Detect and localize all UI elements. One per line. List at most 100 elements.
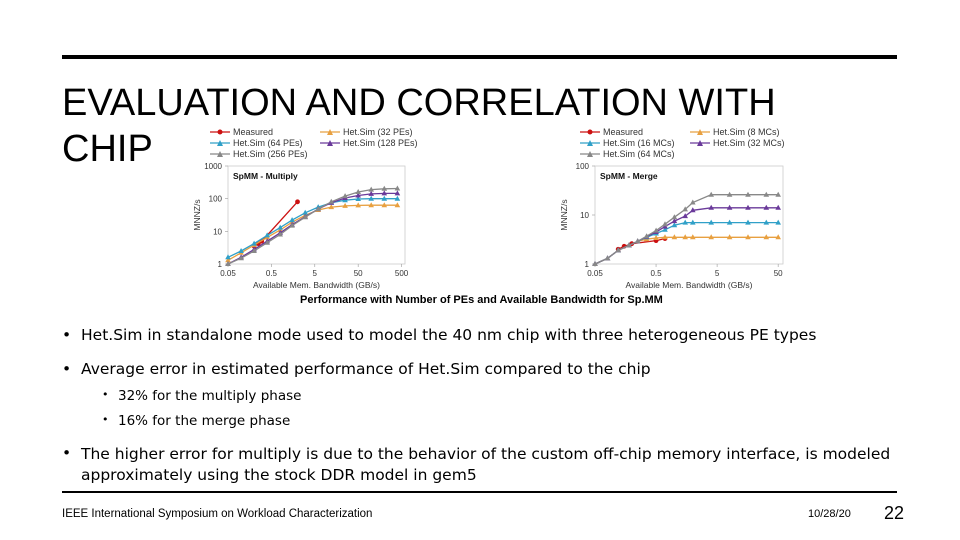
data-point <box>763 234 770 240</box>
y-axis-label: MNNZ/s <box>559 199 569 230</box>
slide-title: EVALUATION AND CORRELATION WITH CHIP <box>62 82 776 170</box>
data-point <box>277 224 283 230</box>
data-point <box>394 195 401 201</box>
sub-bullet-text: 16% for the merge phase <box>118 413 291 429</box>
merge-chart: Measured Het.Sim (8 MCs)Het.Sim (16 MCs) H… <box>559 127 785 290</box>
bullet-text: Average error in estimated performance o… <box>81 360 651 378</box>
data-point <box>745 191 751 197</box>
data-point <box>238 248 244 253</box>
legend-marker <box>587 140 593 146</box>
data-point <box>225 261 231 266</box>
data-point <box>251 248 257 253</box>
data-point <box>634 238 641 244</box>
legend: Measured Het.Sim (32 PEs) Het.Sim (64 PEs)… <box>210 127 418 159</box>
y-tick-label: 1 <box>218 260 223 269</box>
data-point <box>682 206 688 212</box>
data-point <box>763 219 770 225</box>
data-point <box>682 219 688 225</box>
series-line <box>594 221 779 265</box>
legend-label: Measured <box>233 127 273 137</box>
y-tick-label: 10 <box>213 227 222 236</box>
data-point <box>662 226 668 232</box>
bullet-text: Het.Sim in standalone mode used to model… <box>81 326 817 344</box>
x-tick-label: 0.5 <box>266 269 278 278</box>
y-tick-label: 1000 <box>204 162 222 171</box>
data-point <box>328 198 335 204</box>
series-het-sim-32-mcs- <box>592 204 781 266</box>
data-point <box>381 185 388 191</box>
y-tick-label: 100 <box>209 195 223 204</box>
data-point <box>264 239 270 245</box>
legend-marker <box>327 129 333 135</box>
data-point <box>381 190 388 196</box>
data-point <box>726 204 733 210</box>
x-tick-label: 500 <box>395 269 409 278</box>
chart-title: SpMM - Multiply <box>233 171 298 181</box>
series-line <box>594 194 779 265</box>
plot-frame <box>227 165 406 265</box>
legend-marker <box>587 151 593 157</box>
data-point <box>381 195 388 201</box>
data-point <box>690 219 696 225</box>
page-number: 22 <box>884 503 905 523</box>
data-point <box>342 202 348 208</box>
bottom-rule <box>62 491 897 493</box>
y-tick-label: 1 <box>585 260 590 269</box>
data-point <box>653 227 659 233</box>
data-point <box>225 257 231 263</box>
legend: Measured Het.Sim (8 MCs)Het.Sim (16 MCs) H… <box>580 127 785 159</box>
legend-label: Het.Sim (64 MCs) <box>603 149 675 159</box>
data-point <box>626 242 632 248</box>
data-point <box>394 190 401 196</box>
legend-label: Het.Sim (64 PEs) <box>233 138 303 148</box>
legend-label: Het.Sim (16 MCs) <box>603 138 675 148</box>
data-point <box>708 204 714 210</box>
legend-label: Het.Sim (32 MCs) <box>713 138 785 148</box>
data-point <box>238 255 244 261</box>
legend-label: Het.Sim (128 PEs) <box>343 138 418 148</box>
data-point <box>264 232 270 238</box>
legend-marker <box>217 151 223 157</box>
data-point <box>328 204 335 210</box>
series-het-sim-32-pes- <box>225 202 401 263</box>
data-point <box>745 219 751 225</box>
legend-marker <box>587 129 593 135</box>
data-point <box>726 234 733 240</box>
data-point <box>653 235 659 240</box>
data-point <box>289 217 295 223</box>
x-tick-label: 5 <box>715 269 720 278</box>
data-point <box>289 222 295 228</box>
data-point <box>662 234 668 240</box>
data-point <box>355 202 361 208</box>
y-tick-label: 10 <box>580 211 589 220</box>
data-point <box>708 191 714 197</box>
bullet-dot-icon: • <box>62 326 72 344</box>
x-axis-label: Available Mem. Bandwidth (GB/s) <box>626 280 753 290</box>
sub-bullet-dot-icon: • <box>102 388 109 401</box>
legend-marker <box>697 140 703 146</box>
data-point <box>708 219 714 225</box>
legend-label: Het.Sim (256 PEs) <box>233 149 308 159</box>
data-point <box>368 186 374 192</box>
sub-bullet-text: 32% for the multiply phase <box>118 388 302 404</box>
data-point <box>394 202 401 208</box>
data-point <box>671 234 678 240</box>
data-point <box>225 254 231 260</box>
series-het-sim-256-pes- <box>225 185 401 266</box>
x-tick-label: 5 <box>313 269 318 278</box>
legend-marker <box>217 140 223 146</box>
x-tick-label: 0.5 <box>650 269 662 278</box>
data-point <box>368 195 374 201</box>
data-point <box>726 219 733 225</box>
data-point <box>662 221 668 227</box>
data-point <box>277 231 283 237</box>
legend-label: Measured <box>603 127 643 137</box>
figure-caption: Performance with Number of PEs and Avail… <box>300 294 663 306</box>
legend-marker <box>217 129 223 135</box>
chart-title: SpMM - Merge <box>600 171 658 181</box>
data-point <box>592 261 598 266</box>
data-point <box>302 209 308 215</box>
footer-conference: IEEE International Symposium on Workload… <box>62 508 373 520</box>
multiply-chart: Measured Het.Sim (32 PEs) Het.Sim (64 PEs)… <box>192 127 418 290</box>
data-point <box>381 202 388 208</box>
